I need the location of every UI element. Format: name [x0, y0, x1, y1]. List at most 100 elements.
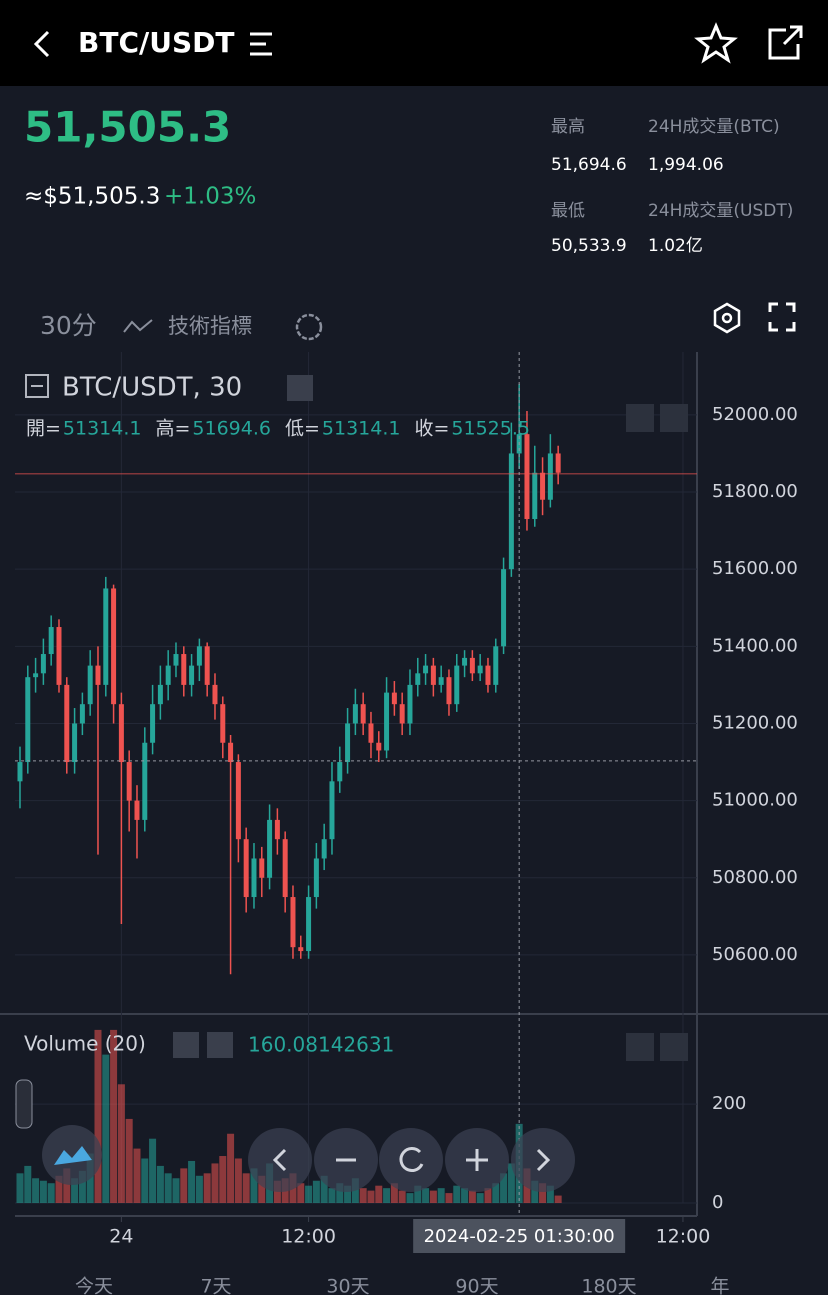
- y-tick-label: 50600.00: [712, 944, 798, 965]
- back-button[interactable]: [33, 30, 50, 58]
- side-tab[interactable]: [15, 1079, 33, 1129]
- volume-bar: [24, 1165, 32, 1203]
- fullscreen-icon[interactable]: [768, 302, 796, 332]
- reset-glyph: [399, 1147, 424, 1172]
- candle-body: [532, 472, 538, 520]
- legend-value: 51314.1: [63, 418, 142, 440]
- scroll-right[interactable]: [511, 1128, 575, 1192]
- scale-button[interactable]: [660, 1033, 688, 1061]
- volume-bar: [453, 1185, 461, 1203]
- candle-body: [165, 665, 171, 685]
- volume-bar: [102, 1054, 110, 1203]
- volume-settings[interactable]: [173, 1032, 199, 1058]
- candle-body: [352, 704, 358, 724]
- legend-label: 收=: [415, 418, 450, 440]
- range-tab[interactable]: 30天: [326, 1276, 369, 1295]
- candle-body: [501, 569, 507, 647]
- menu-icon[interactable]: [250, 32, 272, 56]
- scale-button[interactable]: [626, 1033, 654, 1061]
- range-tab[interactable]: 今天: [75, 1276, 113, 1295]
- collapse-icon[interactable]: [25, 374, 49, 398]
- candle-body: [298, 947, 304, 952]
- candle-body: [313, 858, 319, 898]
- logo-button[interactable]: [42, 1125, 102, 1185]
- x-tick-label: 12:00: [656, 1226, 711, 1248]
- range-tab[interactable]: 90天: [455, 1276, 498, 1295]
- series-settings[interactable]: [287, 375, 313, 401]
- y-tick-label: 50800.00: [712, 867, 798, 888]
- candle-body: [306, 897, 312, 952]
- scroll-left[interactable]: [248, 1128, 312, 1192]
- chart-settings-icon[interactable]: [713, 302, 741, 334]
- candle-body: [321, 839, 327, 859]
- volume-bar: [141, 1158, 149, 1203]
- volume-bar: [32, 1178, 40, 1203]
- volume-bar: [546, 1185, 554, 1203]
- favorite-icon[interactable]: [694, 22, 738, 64]
- candle-body: [17, 762, 23, 782]
- candle-body: [368, 723, 374, 743]
- volume-bar: [234, 1158, 242, 1203]
- interval-selector[interactable]: 30分: [40, 311, 97, 340]
- volume-bar: [125, 1118, 133, 1203]
- volume-bar: [414, 1185, 422, 1203]
- candle-body: [142, 742, 148, 820]
- volume-remove[interactable]: [207, 1032, 233, 1058]
- candle-body: [56, 627, 62, 685]
- candle-body: [220, 704, 226, 743]
- volume-bar: [78, 1170, 86, 1203]
- scale-button[interactable]: [660, 404, 688, 432]
- volume-bar: [437, 1188, 445, 1203]
- candle-body: [360, 704, 366, 724]
- reset[interactable]: [379, 1128, 443, 1192]
- candle-body: [477, 665, 483, 674]
- volume-bar: [492, 1183, 500, 1203]
- share-icon[interactable]: [768, 25, 803, 60]
- candle-body: [329, 781, 335, 840]
- range-tab[interactable]: 年: [710, 1276, 729, 1295]
- volume-bar: [383, 1188, 391, 1203]
- volume-bar: [461, 1188, 469, 1203]
- candle-body: [555, 453, 561, 473]
- candle-body: [87, 665, 93, 705]
- volume-bar: [429, 1190, 437, 1203]
- candle-body: [493, 646, 499, 685]
- range-tabs: 今天 7天 30天 90天 180天 年: [75, 1276, 730, 1295]
- stat-value: 1,994.06: [648, 155, 724, 175]
- volume-bar: [367, 1190, 375, 1203]
- y-tick-label: 52000.00: [712, 404, 798, 425]
- candle-body: [376, 742, 382, 751]
- volume-bar: [507, 1163, 515, 1203]
- volume-bar: [312, 1180, 320, 1203]
- volume-bar: [242, 1173, 250, 1203]
- volume-bar: [328, 1188, 336, 1203]
- candle-body: [111, 588, 117, 705]
- volume-bar: [55, 1175, 63, 1203]
- volume-bar: [375, 1185, 383, 1203]
- volume-bar: [445, 1193, 453, 1203]
- candle-body: [95, 665, 101, 685]
- x-tick-label: 12:00: [281, 1226, 336, 1248]
- volume-bar: [468, 1190, 476, 1203]
- indicators-button[interactable]: 技術指標: [168, 314, 252, 338]
- volume-bar: [250, 1168, 258, 1203]
- volume-bar: [211, 1163, 219, 1203]
- volume-bar: [359, 1188, 367, 1203]
- candle-body: [243, 839, 249, 898]
- y-tick-label: 51800.00: [712, 481, 798, 502]
- settings-icon[interactable]: [295, 313, 323, 341]
- candle-body: [274, 819, 280, 840]
- scale-button[interactable]: [626, 404, 654, 432]
- stat-label: 24H成交量(USDT): [648, 201, 793, 221]
- chart-settings-dot: [721, 312, 733, 324]
- volume-bar: [156, 1165, 164, 1203]
- candle-body: [204, 646, 210, 685]
- range-tab[interactable]: 180天: [581, 1276, 636, 1295]
- candle-body: [462, 657, 468, 666]
- y-tick-label: 51000.00: [712, 790, 798, 811]
- range-tab[interactable]: 7天: [200, 1276, 231, 1295]
- volume-bar: [406, 1193, 414, 1203]
- candle-body: [508, 453, 514, 570]
- volume-bar: [476, 1193, 484, 1203]
